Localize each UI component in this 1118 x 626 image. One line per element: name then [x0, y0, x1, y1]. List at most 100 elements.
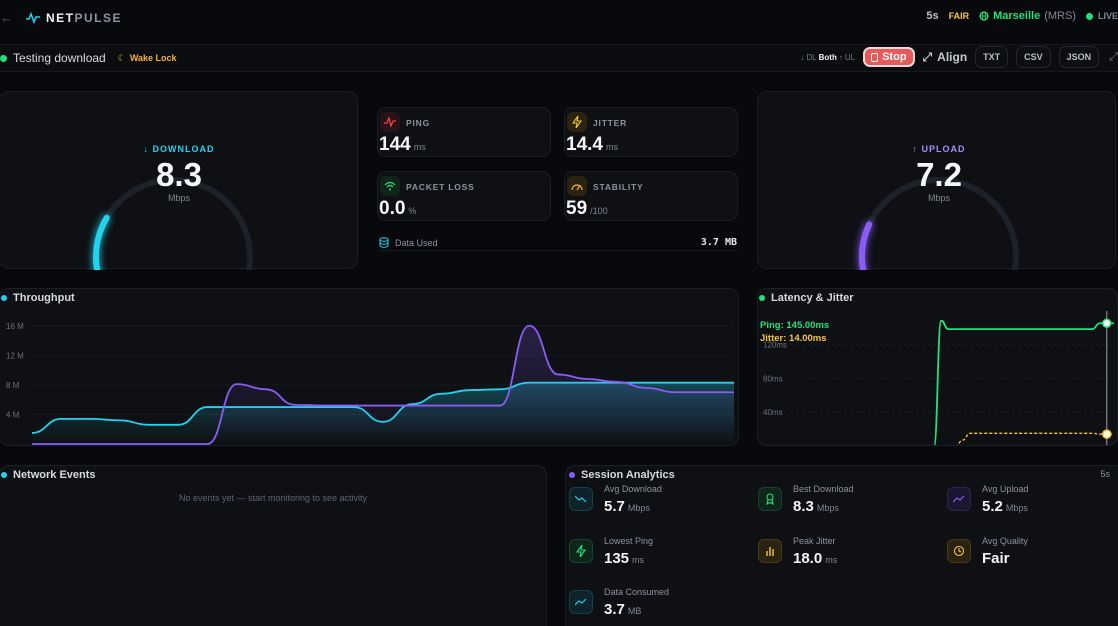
- upload-label: ↑ UPLOAD: [912, 144, 966, 154]
- throughput-chart: 16 M 12 M 8 M 4 M: [6, 322, 734, 445]
- throughput-y-tick: 12 M: [6, 351, 24, 360]
- throughput-title: Throughput: [1, 292, 75, 304]
- packet-loss-value: 0.0%: [379, 198, 417, 219]
- award-icon: [758, 487, 782, 511]
- live-indicator: LIVE: [1085, 11, 1118, 21]
- ping-readout: Ping: 145.00ms: [760, 320, 830, 331]
- database-icon: [379, 237, 389, 248]
- upload-value: 7.2: [916, 156, 962, 193]
- ping-value: 144 ms: [379, 134, 426, 155]
- live-label: LIVE: [1097, 11, 1118, 21]
- avg-upload-stat: Avg Upload 5.2 Mbps: [947, 484, 1118, 530]
- upload-unit: Mbps: [927, 193, 950, 203]
- export-txt-button[interactable]: TXT: [975, 46, 1009, 68]
- session-analytics-title: Session Analytics: [569, 469, 675, 481]
- zap-icon: [569, 539, 593, 563]
- latency-chart: 120ms 80ms 40ms: [763, 311, 1114, 445]
- jitter-value: 14.4 ms: [566, 134, 618, 155]
- latency-y-tick: 40ms: [763, 408, 783, 417]
- trend-up-icon: [947, 487, 971, 511]
- data-consumed-label: Data Consumed: [604, 587, 670, 597]
- throughput-dot: [1, 295, 7, 301]
- expand-arrows-icon: ⤢: [922, 49, 933, 64]
- avg-upload-label: Avg Upload: [982, 484, 1029, 494]
- export-json-button[interactable]: JSON: [1058, 46, 1100, 68]
- status-bar: Testing download ☾ Wake Lock ↓ DL Both ↑…: [0, 44, 1118, 72]
- throughput-y-tick: 4 M: [6, 410, 20, 419]
- data-consumed-value: 3.7 MB: [604, 601, 642, 618]
- wake-lock-label: Wake Lock: [129, 53, 177, 63]
- events-dot: [1, 472, 7, 478]
- ping-cursor-point: [1102, 318, 1112, 328]
- bar-chart-icon: [758, 539, 782, 563]
- fullscreen-icon[interactable]: ⤢: [1109, 50, 1118, 63]
- up-arrow-icon: ↑: [838, 52, 843, 62]
- latency-panel: Latency & Jitter 120ms 80ms 40ms Ping: 145…: [757, 288, 1118, 446]
- upload-gauge: [859, 176, 1019, 270]
- throughput-series-line: [32, 324, 734, 445]
- lightning-icon: [567, 112, 587, 132]
- best-download-label: Best Download: [793, 484, 854, 494]
- analytics-interval: 5s: [1100, 469, 1110, 479]
- throughput-panel: Throughput 16 M 12 M 8 M 4 M: [0, 288, 739, 446]
- ping-label: PING: [406, 118, 430, 128]
- latency-dot: [759, 295, 765, 301]
- align-label: Align: [937, 50, 968, 64]
- top-bar: ← NETPULSE 5s FAIR Marseille (MRS) LIVE: [0, 0, 1118, 38]
- avg-download-value: 5.7 Mbps: [604, 498, 650, 515]
- direction-both[interactable]: Both: [818, 52, 837, 62]
- peak-jitter-value: 18.0 ms: [793, 550, 838, 567]
- server-selector[interactable]: Marseille (MRS): [979, 10, 1076, 22]
- data-used-value: 3.7 MB: [700, 237, 737, 248]
- server-code: (MRS): [1044, 10, 1076, 22]
- jitter-cursor-point: [1102, 429, 1112, 439]
- jitter-readout: Jitter: 14.00ms: [760, 333, 827, 344]
- ping-card: PING 144 ms: [377, 107, 551, 157]
- avg-download-stat: Avg Download 5.7 Mbps: [569, 484, 749, 530]
- direction-toggle: ↓ DL Both ↑ UL: [800, 53, 855, 62]
- data-consumed-stat: Data Consumed 3.7 MB: [569, 587, 749, 626]
- network-events-title: Network Events: [1, 469, 96, 481]
- lowest-ping-stat: Lowest Ping 135 ms: [569, 536, 749, 582]
- export-csv-button[interactable]: CSV: [1016, 46, 1051, 68]
- analytics-dot: [569, 472, 575, 478]
- quality-badge: FAIR: [948, 11, 970, 21]
- ping-line: [933, 319, 1114, 445]
- stability-card: STABILITY 59/100: [564, 171, 738, 221]
- interval-label[interactable]: 5s: [926, 10, 939, 22]
- status-dot: [0, 54, 7, 62]
- jitter-card: JITTER 14.4 ms: [564, 107, 738, 157]
- events-empty-message: No events yet — start monitoring to see …: [178, 493, 368, 503]
- stability-label: STABILITY: [593, 182, 644, 192]
- lowest-ping-label: Lowest Ping: [604, 536, 654, 546]
- align-button[interactable]: ⤢ Align: [923, 50, 968, 65]
- data-used-row: Data Used 3.7 MB: [379, 235, 739, 251]
- server-city: Marseille: [993, 10, 1041, 22]
- jitter-line: [956, 432, 1114, 445]
- download-unit: Mbps: [167, 193, 190, 203]
- jitter-label: JITTER: [593, 118, 628, 128]
- stop-button[interactable]: Stop: [863, 47, 915, 67]
- direction-ul[interactable]: UL: [844, 52, 856, 62]
- globe-icon: [979, 11, 989, 21]
- packet-loss-card: PACKET LOSS 0.0%: [377, 171, 551, 221]
- moon-icon: ☾: [117, 52, 126, 63]
- wake-lock-toggle[interactable]: ☾ Wake Lock: [118, 53, 177, 64]
- avg-download-label: Avg Download: [604, 484, 662, 494]
- wifi-icon: [380, 176, 400, 196]
- status-text: Testing download: [13, 51, 106, 65]
- avg-quality-label: Avg Quality: [982, 536, 1028, 546]
- back-arrow-icon[interactable]: ←: [0, 10, 13, 25]
- lowest-ping-value: 135 ms: [604, 550, 645, 567]
- throughput-area: [32, 325, 734, 444]
- down-arrow-icon: ↓: [800, 52, 805, 62]
- pulse-icon: [26, 12, 40, 24]
- ping-icon: [380, 112, 400, 132]
- direction-dl[interactable]: DL: [806, 52, 817, 62]
- trend-down-icon: [569, 487, 593, 511]
- download-label: ↓ DOWNLOAD: [143, 144, 215, 154]
- peak-jitter-label: Peak Jitter: [793, 536, 836, 546]
- packet-loss-label: PACKET LOSS: [406, 182, 475, 192]
- download-gauge-panel: ↓ DOWNLOAD 8.3 Mbps: [0, 91, 358, 270]
- app-name-suffix: PULSE: [74, 11, 123, 25]
